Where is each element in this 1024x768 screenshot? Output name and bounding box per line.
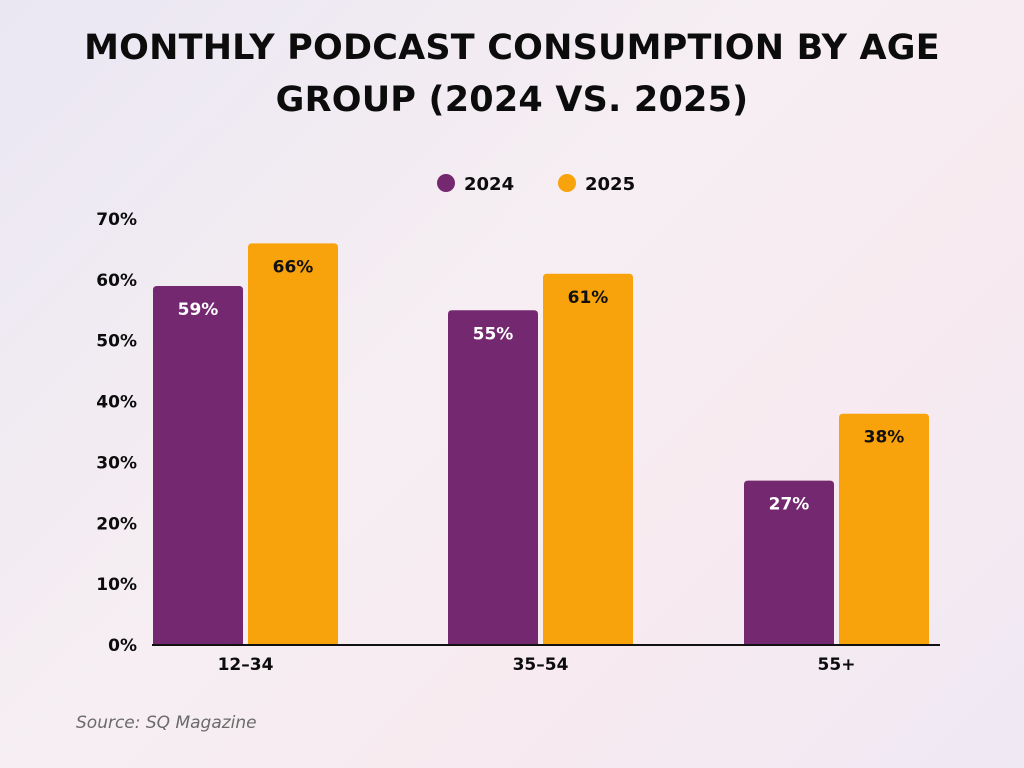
bar-2024-2	[744, 480, 834, 645]
bar-value-label: 38%	[864, 428, 905, 448]
legend-swatch-2024	[437, 174, 455, 192]
chart-title-line-1: MONTHLY PODCAST CONSUMPTION BY AGE	[84, 28, 940, 68]
y-tick-label: 40%	[96, 393, 137, 413]
bar-2024-0	[153, 285, 243, 645]
y-tick-label: 0%	[108, 636, 137, 656]
y-tick-label: 50%	[96, 332, 137, 352]
bar-value-label: 27%	[769, 495, 810, 515]
bar-value-label: 66%	[273, 257, 314, 277]
bar-2025-0	[248, 243, 338, 646]
chart-title: MONTHLY PODCAST CONSUMPTION BY AGE GROUP…	[0, 22, 1024, 126]
y-tick-label: 10%	[96, 575, 137, 595]
y-tick-label: 70%	[96, 210, 137, 230]
x-tick-label: 35–54	[513, 655, 569, 675]
source-credit: Source: SQ Magazine	[76, 713, 257, 733]
legend-label-2025: 2025	[585, 174, 635, 195]
y-tick-label: 60%	[96, 271, 137, 291]
bar-2025-2	[839, 413, 929, 645]
x-tick-label: 55+	[818, 655, 856, 675]
bar-2024-1	[448, 310, 538, 645]
bar-value-label: 61%	[568, 288, 609, 308]
bar-value-label: 55%	[473, 324, 514, 344]
y-tick-label: 30%	[96, 453, 137, 473]
x-tick-label: 12–34	[218, 655, 274, 675]
legend-label-2024: 2024	[464, 174, 514, 195]
legend-swatch-2025	[558, 174, 576, 192]
bar-2025-1	[543, 273, 633, 645]
chart-title-line-2: GROUP (2024 VS. 2025)	[275, 80, 749, 120]
y-tick-label: 20%	[96, 514, 137, 534]
bar-value-label: 59%	[178, 300, 219, 320]
